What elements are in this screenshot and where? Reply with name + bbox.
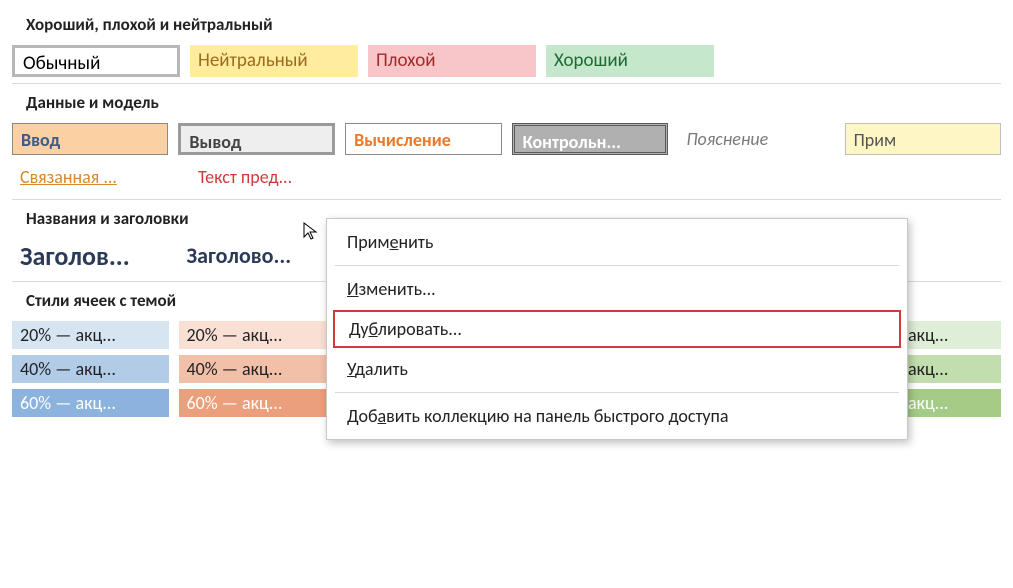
style-cell[interactable]: Нейтральный (190, 45, 358, 77)
style-row: Обычный Нейтральный Плохой Хороший (12, 45, 1001, 77)
style-cell[interactable]: 20% — акц... (12, 321, 169, 349)
menu-separator (335, 265, 899, 266)
style-cell[interactable]: Текст пред... (190, 161, 358, 193)
style-cell[interactable]: Связанная ... (12, 161, 180, 193)
menu-item[interactable]: Добавить коллекцию на панель быстрого до… (329, 397, 905, 435)
style-row: Ввод Вывод Вычисление Контрольн... Пояснение… (12, 123, 1001, 155)
style-cell[interactable]: Хороший (546, 45, 714, 77)
style-cell[interactable]: Плохой (368, 45, 536, 77)
menu-item[interactable]: Удалить (329, 350, 905, 388)
style-cell[interactable]: Вычисление (345, 123, 501, 155)
context-menu: Применить Изменить...Дублировать...Удалит… (326, 218, 908, 440)
section-data-model: Данные и модель Ввод Вывод Вычисление Контр… (12, 86, 1001, 193)
style-cell[interactable]: Вывод (178, 123, 335, 155)
style-cell[interactable]: 60% — акц... (12, 389, 169, 417)
style-cell[interactable]: Заголов... (12, 239, 169, 275)
style-cell[interactable]: Заголово... (179, 239, 336, 275)
menu-item[interactable]: Изменить... (329, 270, 905, 308)
style-cell[interactable]: Ввод (12, 123, 168, 155)
style-cell[interactable]: 60% — акц... (179, 389, 336, 417)
section-title: Данные и модель (12, 86, 1001, 123)
style-cell[interactable]: Прим (845, 123, 1001, 155)
section-good-bad-neutral: Хороший, плохой и нейтральный Обычный Ней… (12, 8, 1001, 77)
section-title: Хороший, плохой и нейтральный (12, 8, 1001, 45)
separator (12, 83, 1001, 84)
style-cell[interactable]: 40% — акц... (12, 355, 169, 383)
style-cell[interactable]: 20% — акц... (179, 321, 336, 349)
separator (12, 199, 1001, 200)
menu-separator (335, 392, 899, 393)
style-row: Связанная ... Текст пред... (12, 161, 1001, 193)
style-cell[interactable]: Контрольн... (512, 123, 669, 155)
menu-item[interactable]: Применить (329, 223, 905, 261)
style-cell[interactable]: Обычный (12, 45, 180, 77)
style-cell[interactable]: 40% — акц... (179, 355, 336, 383)
menu-item[interactable]: Дублировать... (333, 310, 901, 348)
style-cell[interactable]: Пояснение (678, 123, 834, 155)
